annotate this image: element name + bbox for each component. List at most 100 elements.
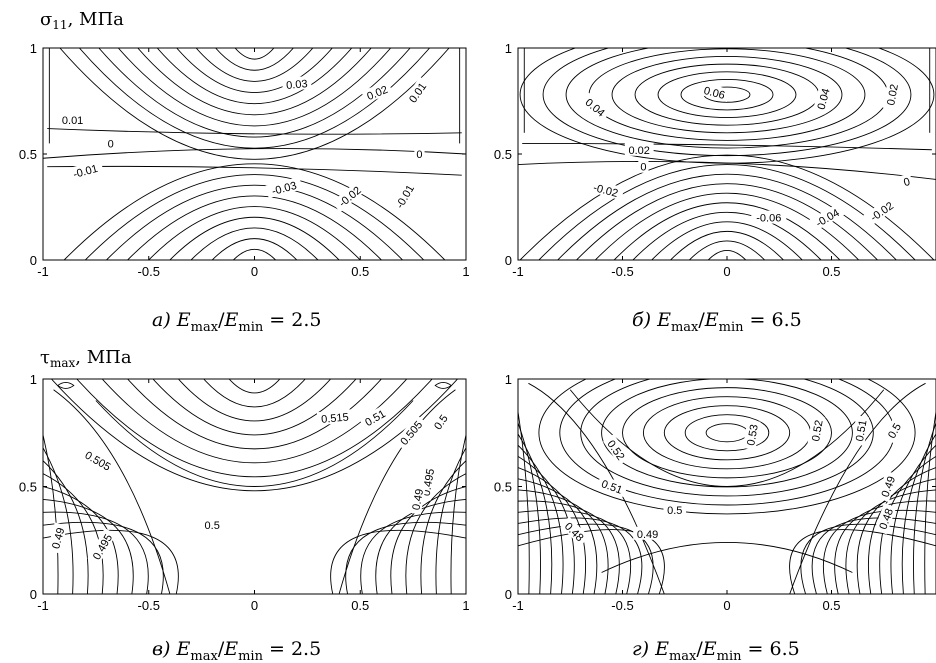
x-tick-label: 0.5 <box>351 598 369 613</box>
contour-line <box>53 389 171 594</box>
contour-label: 0.495 <box>87 528 117 565</box>
caption-g: г) Emax/Emin = 6.5 <box>632 638 800 663</box>
contour-line <box>845 489 936 594</box>
contour-label-text: 0.515 <box>321 412 349 426</box>
x-tick-label: -0.5 <box>611 598 633 613</box>
contour-label-text: 0.03 <box>286 78 308 92</box>
contour-line <box>622 387 832 479</box>
contour-label: 0.03 <box>281 75 312 92</box>
contour-line <box>152 379 357 436</box>
contour-line <box>63 163 446 260</box>
contour-line <box>43 148 466 159</box>
contour-line <box>420 460 466 594</box>
contour-label: 0.01 <box>403 76 431 108</box>
x-tick-label: -1 <box>37 598 49 613</box>
contour-label-text: 0 <box>902 176 911 189</box>
contour-line <box>522 142 932 151</box>
contour-label: 0.01 <box>58 113 88 127</box>
caption-v: в) Emax/Emin = 2.5 <box>152 638 321 663</box>
contour-line <box>519 154 935 260</box>
contour-label-text: 0.49 <box>50 526 67 550</box>
contour-label-text: 0.01 <box>62 115 83 127</box>
contour-label-text: 0.04 <box>816 87 833 111</box>
contour-label: 0.51 <box>851 415 870 446</box>
contour-line <box>338 389 456 594</box>
caption-b: б) Emax/Emin = 6.5 <box>632 309 802 335</box>
contour-label: -0.02 <box>863 195 900 227</box>
contour-label: 0.49 <box>633 526 662 541</box>
contour-line <box>137 48 372 116</box>
contour-line <box>789 529 936 594</box>
contour-line <box>518 517 643 594</box>
contour-line <box>601 542 853 573</box>
contour-label: 0.04 <box>812 83 833 115</box>
contour-line <box>211 238 298 260</box>
y-tick-label: 0 <box>505 587 512 602</box>
y-tick-label: 0.5 <box>19 147 37 162</box>
y-tick-label: 0.5 <box>494 147 512 162</box>
contour-label: 0.02 <box>624 142 654 157</box>
contour-label-text: -0.04 <box>814 207 842 230</box>
contour-panel-a: -1 -0.5 0 0.5 1 0 0.5 1 0.03 0.02 0.01 0.01 0 0 -0.01 -… <box>19 41 470 279</box>
contour-line <box>913 422 936 594</box>
contour-line <box>518 433 553 594</box>
contour-lines <box>518 379 936 594</box>
contour-label: 0 <box>105 136 116 150</box>
contour-line <box>43 447 74 594</box>
x-tick-label: -1 <box>512 264 524 279</box>
x-tick-label: 0 <box>251 598 258 613</box>
contour-label: -0.02 <box>587 178 625 201</box>
contour-line <box>43 521 164 594</box>
contour-line <box>834 500 936 594</box>
contour-line <box>811 517 936 594</box>
contour-line <box>518 478 598 594</box>
contour-line <box>405 473 466 594</box>
contour-panel-b: -1 -0.5 0 0.500.510.060.04 0.04 0.020.0200-0.… <box>494 41 936 279</box>
contour-line <box>611 56 843 134</box>
contour-label: 0.06 <box>698 82 731 102</box>
contour-label-text: -0.03 <box>271 180 298 198</box>
contour-line <box>707 250 747 260</box>
contour-label: 0.52 <box>807 415 826 446</box>
contour-line <box>601 379 853 488</box>
x-tick-label: 1 <box>462 264 469 279</box>
contour-line <box>47 165 462 176</box>
contour-line <box>360 511 466 594</box>
contour-label: 0 <box>638 159 649 174</box>
contour-panel-v: -1 -0.5 0 0.5 100.510.515 0.510.505 0.50.5050.… <box>19 372 470 613</box>
x-tick-label: -0.5 <box>611 264 633 279</box>
contour-line <box>59 48 450 160</box>
contour-label-text: -0.01 <box>394 183 417 211</box>
contour-label: -0.02 <box>331 179 367 213</box>
contour-label: -0.03 <box>265 176 303 199</box>
y-tick-label: 1 <box>30 41 37 56</box>
contour-label-text: 0 <box>108 138 114 150</box>
contour-line <box>434 382 452 389</box>
contour-line <box>375 498 466 594</box>
x-tick-label: 0.5 <box>351 264 369 279</box>
contour-label: -0.04 <box>808 202 846 232</box>
contour-line <box>228 379 281 394</box>
contour-line <box>330 529 466 594</box>
contour-line <box>680 78 774 111</box>
contour-line <box>518 422 541 594</box>
contour-label-text: 0.51 <box>854 419 870 442</box>
contour-line <box>580 379 874 497</box>
contour-line <box>642 396 812 470</box>
contour-label: 0.52 <box>603 434 631 466</box>
contour-label: 0.5 <box>882 417 906 444</box>
contour-label: 0 <box>900 173 914 189</box>
x-tick-label: 0.5 <box>822 598 840 613</box>
contour-line <box>705 423 749 443</box>
contour-line <box>203 379 306 408</box>
contour-label-text: 0.49 <box>637 529 658 541</box>
contour-line <box>117 48 392 127</box>
contour-line <box>657 71 797 118</box>
contour-label: 0.49 <box>47 522 67 554</box>
contour-line <box>663 405 791 461</box>
contour-line <box>588 48 866 141</box>
contour-label: 0.49 <box>407 484 426 515</box>
contour-label-text: 0.02 <box>629 145 650 157</box>
contour-line <box>47 128 462 135</box>
contour-label: 0.02 <box>361 80 393 104</box>
